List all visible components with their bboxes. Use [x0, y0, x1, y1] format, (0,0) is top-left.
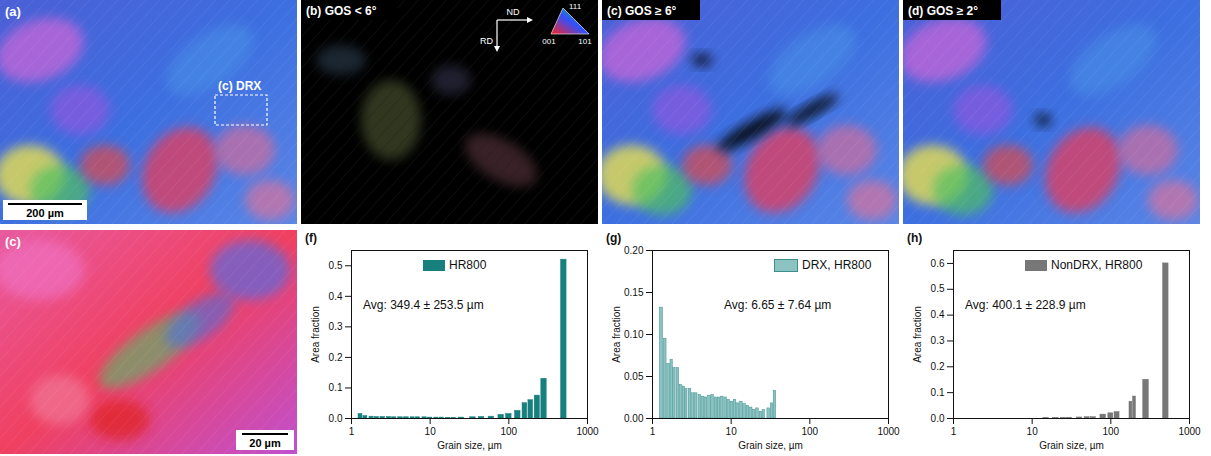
svg-text:1000: 1000	[576, 426, 599, 437]
svg-text:0.5: 0.5	[931, 283, 945, 294]
html-text:(g): (g)	[606, 231, 622, 245]
svg-text:RD: RD	[480, 36, 493, 46]
svg-text:Area fraction: Area fraction	[912, 306, 923, 363]
html-text:Avg: 400.1 ± 228.9 µm: Avg: 400.1 ± 228.9 µm	[965, 298, 1086, 312]
html-text:HR800: HR800	[449, 258, 487, 272]
svg-text:0.5: 0.5	[329, 260, 343, 271]
svg-text:1: 1	[349, 426, 355, 437]
svg-text:Grain size, µm: Grain size, µm	[1039, 440, 1104, 451]
svg-text:0.0: 0.0	[931, 413, 945, 424]
html-text:(f): (f)	[305, 231, 317, 245]
svg-text:0.0: 0.0	[329, 413, 343, 424]
svg-text:(c) GOS ≥ 6°: (c) GOS ≥ 6°	[607, 4, 677, 18]
svg-text:0.05: 0.05	[624, 371, 644, 382]
svg-text:0.3: 0.3	[931, 335, 945, 346]
svg-text:Area fraction: Area fraction	[611, 306, 622, 363]
svg-text:100: 100	[1102, 426, 1119, 437]
svg-text:1000: 1000	[877, 426, 900, 437]
svg-text:101: 101	[578, 37, 592, 46]
svg-text:0.20: 0.20	[624, 245, 644, 256]
html-text:NonDRX, HR800: NonDRX, HR800	[1051, 258, 1143, 272]
svg-text:1000: 1000	[1178, 426, 1201, 437]
svg-text:(a): (a)	[5, 4, 21, 19]
svg-text:1: 1	[650, 426, 656, 437]
svg-text:100: 100	[500, 426, 517, 437]
svg-text:(c) DRX: (c) DRX	[218, 79, 261, 93]
svg-text:0.2: 0.2	[931, 361, 945, 372]
html-text:Avg: 349.4 ± 253.5 µm: Avg: 349.4 ± 253.5 µm	[363, 298, 484, 312]
svg-text:Grain size, µm: Grain size, µm	[738, 440, 803, 451]
svg-text:0.3: 0.3	[329, 321, 343, 332]
svg-text:10: 10	[726, 426, 738, 437]
svg-text:ND: ND	[507, 7, 520, 17]
svg-text:Area fraction: Area fraction	[310, 306, 321, 363]
svg-text:(b) GOS < 6°: (b) GOS < 6°	[306, 4, 377, 18]
svg-text:1: 1	[951, 426, 957, 437]
svg-text:10: 10	[1027, 426, 1039, 437]
svg-text:(c): (c)	[5, 234, 21, 249]
svg-text:0.10: 0.10	[624, 329, 644, 340]
svg-text:0.1: 0.1	[329, 382, 343, 393]
svg-text:001: 001	[542, 37, 556, 46]
svg-text:0.4: 0.4	[329, 291, 343, 302]
svg-text:0.2: 0.2	[329, 352, 343, 363]
svg-text:0.1: 0.1	[931, 387, 945, 398]
svg-text:0.6: 0.6	[931, 258, 945, 269]
html-text:DRX, HR800: DRX, HR800	[802, 258, 872, 272]
svg-text:20 µm: 20 µm	[249, 437, 281, 449]
svg-text:Grain size, µm: Grain size, µm	[437, 440, 502, 451]
svg-text:0.15: 0.15	[624, 287, 644, 298]
svg-text:0.4: 0.4	[931, 309, 945, 320]
svg-text:(d) GOS ≥ 2°: (d) GOS ≥ 2°	[908, 4, 978, 18]
html-text:(h): (h)	[907, 231, 923, 245]
svg-text:111: 111	[569, 2, 582, 11]
svg-text:0.00: 0.00	[624, 413, 644, 424]
svg-text:100: 100	[801, 426, 818, 437]
svg-text:10: 10	[425, 426, 437, 437]
html-text:Avg: 6.65 ± 7.64 µm: Avg: 6.65 ± 7.64 µm	[724, 298, 832, 312]
svg-text:200 µm: 200 µm	[26, 207, 64, 219]
